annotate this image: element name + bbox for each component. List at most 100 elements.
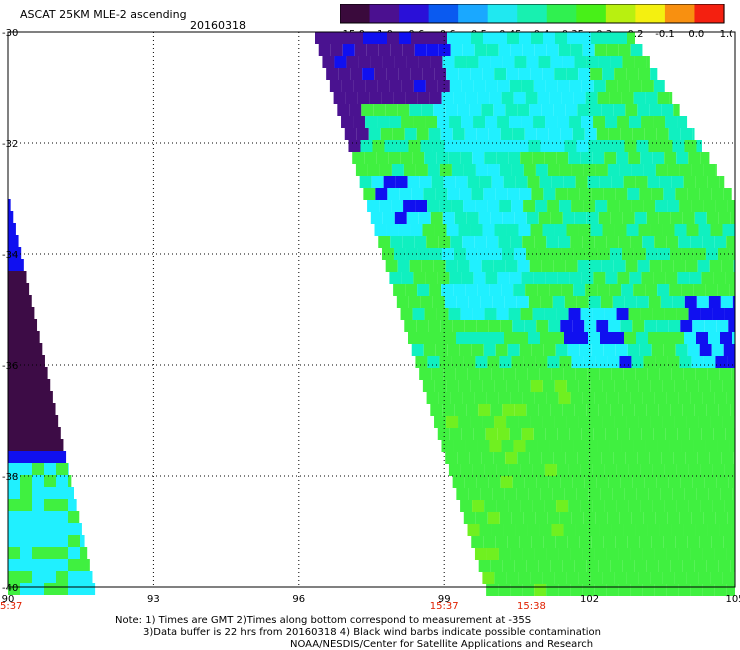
swath-cell [642,548,655,560]
swath-cell [705,284,718,296]
swath-cell [56,523,68,535]
swath-cell [587,176,600,188]
swath-cell [723,188,732,200]
swath-cell [439,356,452,368]
swath-cell [422,380,435,392]
swath-cell [722,380,735,392]
swath-cell [645,440,658,452]
swath-cell [650,224,663,236]
swath-cell [583,356,596,368]
swath-cell [719,524,732,536]
swath-cell [641,428,654,440]
swath-cell [691,200,704,212]
swath-cell [426,236,439,248]
swath-cell [518,224,531,236]
swath-cell [531,32,543,44]
swath-cell [502,404,515,416]
swath-cell [389,80,402,92]
swath-cell [390,44,403,56]
swath-cell [496,500,509,512]
swath-cell [678,392,691,404]
swath-cell [509,272,522,284]
swath-cell [722,224,735,236]
colorbar-swatch [369,4,400,23]
swath-cell [468,488,481,500]
swath-cell [475,200,488,212]
swath-cell [577,260,590,272]
swath-cell [591,32,603,44]
swath-cell [509,80,522,92]
swath-cell [667,512,680,524]
swath-cell [433,104,446,116]
swath-cell [503,524,516,536]
swath-cell [554,416,567,428]
swath-cell [521,116,534,128]
swath-cell [449,272,462,284]
swath-cell [56,487,68,499]
swath-cell [553,104,566,116]
swath-cell [697,260,710,272]
swath-cell [517,452,530,464]
swath-cell [510,44,523,56]
swath-cell [638,380,651,392]
swath-cell [573,284,586,296]
swath-cell [579,344,592,356]
swath-cell [32,583,44,595]
swath-cell [445,104,458,116]
swath-cell [44,427,56,439]
swath-cell [611,524,624,536]
swath-cell [381,248,394,260]
swath-cell [460,152,473,164]
swath-cell [594,236,607,248]
swath-cell [554,572,567,584]
swath-cell [512,476,525,488]
swath-cell [344,128,357,140]
swath-cell [717,440,730,452]
swath-cell [644,128,657,140]
swath-cell [425,116,438,128]
swath-cell [418,56,431,68]
swath-cell [609,92,622,104]
swath-cell [670,404,683,416]
swath-cell [614,68,627,80]
swath-cell [44,511,56,523]
swath-cell [711,188,724,200]
swath-cell [442,404,455,416]
swath-cell [591,344,604,356]
swath-cell [563,368,576,380]
swath-cell [678,236,691,248]
swath-cell [712,308,725,320]
swath-cell [615,32,627,44]
swath-cell [8,367,20,379]
swath-cell [370,212,383,224]
swath-cell [437,116,450,128]
swath-cell [404,320,417,332]
swath-cell [495,32,507,44]
swath-cell [718,212,731,224]
swath-cell [650,68,658,80]
swath-cell [482,416,495,428]
swath-cell [486,392,499,404]
swath-cell [717,248,730,260]
time-label: 15:37 [0,601,22,612]
swath-cell [533,272,546,284]
swath-cell [677,272,690,284]
swath-cell [402,44,415,56]
swath-cell [691,164,704,176]
swath-cell [665,116,678,128]
swath-cell [32,391,44,403]
swath-cell [600,332,612,344]
swath-cell [715,200,728,212]
swath-cell [8,199,11,211]
swath-cell [704,476,717,488]
swath-cell [719,368,732,380]
swath-cell [700,152,710,164]
swath-cell [674,380,687,392]
swath-cell [44,439,56,451]
swath-cell [355,164,368,176]
swath-cell [566,380,579,392]
swath-cell [8,235,19,247]
swath-cell [32,331,40,343]
swath-cell [681,248,694,260]
swath-cell [8,355,20,367]
